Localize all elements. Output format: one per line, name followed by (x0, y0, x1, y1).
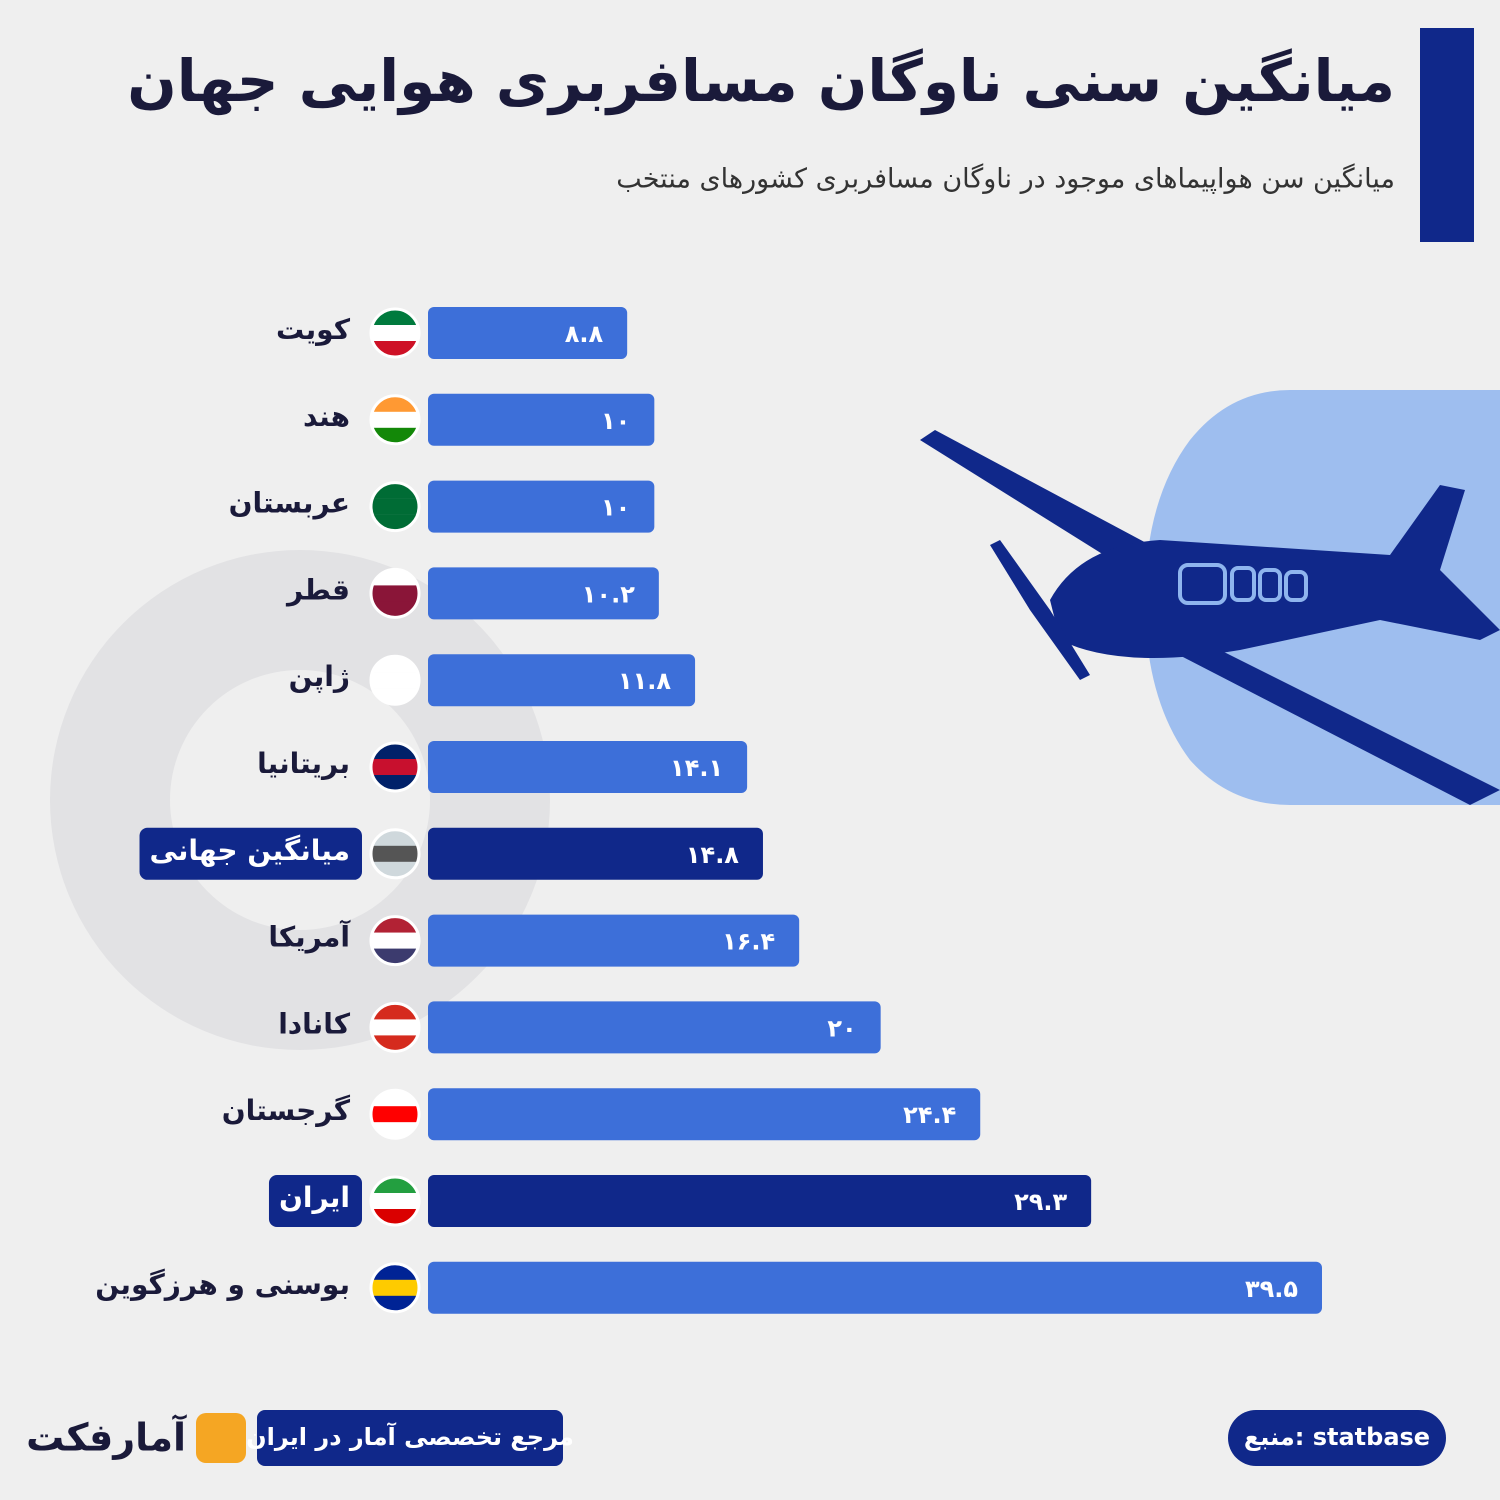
brand: آمارفکت (26, 1414, 187, 1460)
category-label: کانادا (278, 1007, 351, 1040)
bar (428, 914, 800, 967)
flag-ring (369, 567, 421, 619)
flag-ring (369, 394, 421, 446)
chart-subtitle: میانگین سن هواپیماهای موجود در ناوگان مس… (616, 163, 1395, 195)
watermark (170, 670, 430, 930)
category-label: بوسنی و هرزگوین (95, 1268, 350, 1301)
chart-title: میانگین سنی ناوگان مسافربری هوایی جهان (127, 47, 1395, 116)
flag-stripe (371, 325, 419, 342)
flag-stripe (371, 845, 419, 862)
bar (428, 480, 655, 533)
bar (428, 1001, 881, 1054)
flag-ring (369, 915, 421, 967)
title-accent (1420, 28, 1474, 242)
flag-stripe (371, 932, 419, 949)
flag-stripe (371, 759, 419, 776)
highlight-pill (139, 827, 362, 880)
bar (428, 741, 748, 793)
category-label: گرجستان (222, 1094, 351, 1127)
bar (428, 307, 628, 359)
bar (428, 567, 659, 620)
flag-ring (369, 1088, 421, 1140)
flag-ring (369, 1001, 421, 1053)
value-label: ۸.۸ (565, 320, 604, 348)
flag-ring (369, 828, 421, 880)
flag-stripe (371, 1019, 419, 1036)
flag-stripe (371, 1193, 419, 1210)
brand-icon (196, 1413, 246, 1463)
source: منبع: statbase (1244, 1423, 1430, 1451)
category-label: ایران (279, 1181, 350, 1214)
value-label: ۱۱.۸ (618, 667, 671, 695)
plane-windows (1178, 563, 1308, 605)
value-label: ۱۰ (601, 407, 630, 435)
value-label: ۲۰ (827, 1014, 856, 1042)
category-label: عربستان (229, 487, 350, 520)
value-label: ۲۴.۴ (903, 1101, 956, 1129)
category-label: میانگین جهانی (150, 834, 350, 867)
category-label: بریتانیا (257, 747, 350, 780)
flag-stripe (371, 585, 419, 602)
tagline-pill (257, 1410, 563, 1466)
value-label: ۱۶.۴ (722, 928, 775, 956)
value-label: ۱۴.۸ (686, 841, 739, 869)
value-label: ۱۰.۲ (582, 580, 635, 608)
category-label: کویت (276, 313, 351, 346)
flag-stripe (371, 672, 419, 689)
category-label: آمریکا (268, 920, 351, 954)
flag-ring (369, 654, 421, 706)
flag-stripe (371, 1279, 419, 1296)
tagline: مرجع تخصصی آمار در ایران (246, 1422, 574, 1451)
bar (428, 654, 696, 707)
highlight-pill (268, 1175, 362, 1227)
bar (428, 1261, 1322, 1314)
flag-ring (369, 741, 421, 793)
flag-ring (369, 1262, 421, 1314)
source-pill (1228, 1410, 1446, 1466)
bar (428, 1088, 981, 1141)
flag-ring (369, 307, 421, 359)
flag-stripe (371, 498, 419, 515)
flag-stripe (371, 1106, 419, 1123)
bars: ۸.۸ کویت ۱۰ هند ۱۰ عربستان ۱۰.۲ قطر ۱۱.۸ ژاپن ۱۴.۱… (95, 307, 1322, 1314)
flag-stripe (371, 411, 419, 428)
flag-ring (369, 1175, 421, 1227)
category-label: هند (303, 400, 350, 433)
value-label: ۳۹.۵ (1245, 1275, 1298, 1303)
bar (428, 827, 763, 880)
flag-ring (369, 481, 421, 533)
value-label: ۲۹.۳ (1014, 1188, 1067, 1216)
value-label: ۱۰ (601, 494, 630, 522)
category-label: قطر (285, 573, 350, 606)
category-label: ژاپن (289, 660, 350, 693)
value-label: ۱۴.۱ (670, 754, 723, 782)
bar (428, 393, 655, 446)
bar (428, 1175, 1092, 1227)
